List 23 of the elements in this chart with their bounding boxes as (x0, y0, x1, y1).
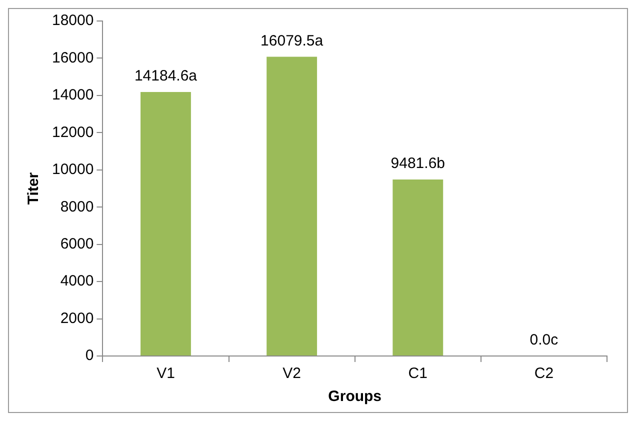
y-axis-title: Titer (25, 172, 42, 205)
y-tick-label: 18000 (52, 12, 94, 30)
y-tick-label: 12000 (52, 124, 94, 141)
y-tick-label: 10000 (52, 161, 94, 178)
y-tick-label: 2000 (60, 310, 94, 327)
x-axis-title: Groups (328, 388, 382, 406)
y-tick-label: 4000 (60, 272, 94, 290)
bar (266, 56, 318, 356)
bar (392, 180, 444, 356)
data-label: 14184.6a (134, 68, 198, 85)
y-tick-label: 8000 (60, 198, 94, 216)
x-tick-label: V2 (282, 365, 301, 382)
y-tick-label: 14000 (52, 86, 94, 104)
x-tick-label: V1 (156, 365, 175, 382)
bar (140, 92, 191, 356)
data-label: 0.0c (530, 332, 559, 349)
data-label: 9481.6b (390, 155, 446, 172)
y-tick-label: 6000 (60, 235, 94, 252)
y-tick-label: 0 (85, 347, 94, 364)
y-tick-label: 16000 (52, 49, 94, 66)
x-tick-label: C1 (408, 365, 428, 382)
data-label: 16079.5a (260, 32, 324, 50)
x-tick-label: C2 (534, 365, 554, 382)
